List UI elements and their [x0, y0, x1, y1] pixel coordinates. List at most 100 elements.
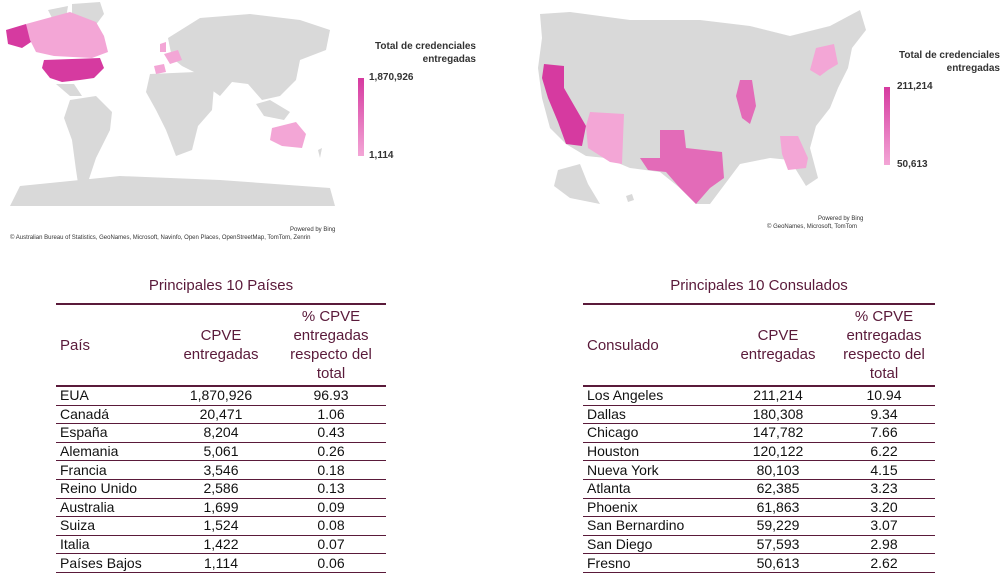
row-cpve-value: 2,586 [166, 479, 276, 499]
table-row: Nueva York 80,103 4.15 [583, 460, 935, 480]
world-legend-title: Total de credenciales entregadas [375, 41, 476, 65]
table-row: Francia 3,546 0.18 [56, 460, 386, 480]
illinois-shape [736, 80, 756, 124]
row-cpve-value: 3,546 [166, 460, 276, 480]
row-percent-value: 3.07 [833, 516, 935, 536]
row-cpve-value: 57,593 [723, 535, 833, 555]
table-row: Italia 1,422 0.07 [56, 535, 386, 555]
row-percent-value: 3.23 [833, 479, 935, 499]
row-percent-value: 3.20 [833, 498, 935, 518]
row-name: Canadá [56, 405, 166, 425]
table-row: Reino Unido 2,586 0.13 [56, 479, 386, 499]
row-percent-value: 10.94 [833, 386, 935, 406]
row-name: Italia [56, 535, 166, 555]
row-cpve-value: 62,385 [723, 479, 833, 499]
france-germany-shape [164, 50, 182, 64]
row-cpve-value: 1,524 [166, 516, 276, 536]
table-row: San Bernardino 59,229 3.07 [583, 516, 935, 536]
row-cpve-value: 20,471 [166, 405, 276, 425]
table-row: Suiza 1,524 0.08 [56, 516, 386, 536]
row-cpve-value: 211,214 [723, 386, 833, 406]
row-cpve-value: 1,422 [166, 535, 276, 555]
table-header-row: País CPVE entregadas % CPVE entregadas r… [56, 303, 386, 387]
row-name: Nueva York [583, 460, 723, 480]
row-percent-value: 2.98 [833, 535, 935, 555]
header-percent: % CPVE entregadas respecto del total [833, 303, 935, 387]
us-legend-bar [884, 87, 890, 165]
row-cpve-value: 5,061 [166, 442, 276, 462]
table-row: Atlanta 62,385 3.23 [583, 479, 935, 499]
row-cpve-value: 1,870,926 [166, 386, 276, 406]
row-name: Países Bajos [56, 553, 166, 573]
table-row: Chicago 147,782 7.66 [583, 423, 935, 443]
row-name: San Bernardino [583, 516, 723, 536]
antarctica-shape [10, 176, 335, 206]
world-attribution: © Australian Bureau of Statistics, GeoNa… [10, 235, 311, 241]
row-percent-value: 0.13 [276, 479, 386, 499]
row-percent-value: 1.06 [276, 405, 386, 425]
header-percent: % CPVE entregadas respecto del total [276, 303, 386, 387]
us-powered-by: Powered by Bing [818, 216, 864, 222]
table-row: Fresno 50,613 2.62 [583, 553, 935, 573]
world-legend-bar [358, 78, 364, 156]
table-header-row: Consulado CPVE entregadas % CPVE entrega… [583, 303, 935, 387]
arizona-shape [586, 112, 624, 164]
row-percent-value: 0.43 [276, 423, 386, 443]
row-name: Alemania [56, 442, 166, 462]
us-legend-title: Total de credenciales entregadas [899, 50, 1000, 74]
row-cpve-value: 180,308 [723, 405, 833, 425]
table-row: Los Angeles 211,214 10.94 [583, 386, 935, 406]
california-shape [542, 64, 586, 146]
africa-shape [146, 72, 214, 156]
table-row: EUA 1,870,926 96.93 [56, 386, 386, 406]
row-percent-value: 0.18 [276, 460, 386, 480]
alaska-shape [6, 24, 34, 48]
table-row: Canadá 20,471 1.06 [56, 405, 386, 425]
row-cpve-value: 8,204 [166, 423, 276, 443]
new-york-shape [810, 44, 838, 76]
australia-shape [270, 122, 306, 148]
row-cpve-value: 59,229 [723, 516, 833, 536]
row-name: Los Angeles [583, 386, 723, 406]
row-cpve-value: 50,613 [723, 553, 833, 573]
row-percent-value: 6.22 [833, 442, 935, 462]
row-cpve-value: 61,863 [723, 498, 833, 518]
row-name: Phoenix [583, 498, 723, 518]
usa-shape [42, 58, 104, 82]
table-row: San Diego 57,593 2.98 [583, 535, 935, 555]
row-cpve-value: 120,122 [723, 442, 833, 462]
row-percent-value: 0.26 [276, 442, 386, 462]
consulates-table: Consulado CPVE entregadas % CPVE entrega… [583, 303, 935, 573]
alaska-shape [554, 164, 600, 204]
header-cpve: CPVE entregadas [723, 303, 833, 387]
eurasia-shape [168, 14, 330, 100]
row-name: Australia [56, 498, 166, 518]
header-cpve: CPVE entregadas [166, 303, 276, 387]
table-row: Alemania 5,061 0.26 [56, 442, 386, 462]
world-legend-min: 1,114 [369, 150, 394, 161]
table-row: España 8,204 0.43 [56, 423, 386, 443]
row-cpve-value: 1,114 [166, 553, 276, 573]
header-consulate: Consulado [583, 303, 723, 387]
spain-shape [154, 64, 166, 74]
table-row: Houston 120,122 6.22 [583, 442, 935, 462]
row-percent-value: 96.93 [276, 386, 386, 406]
row-cpve-value: 147,782 [723, 423, 833, 443]
row-percent-value: 0.09 [276, 498, 386, 518]
row-name: Reino Unido [56, 479, 166, 499]
table-row: Países Bajos 1,114 0.06 [56, 553, 386, 573]
row-name: San Diego [583, 535, 723, 555]
row-percent-value: 0.06 [276, 553, 386, 573]
row-name: Suiza [56, 516, 166, 536]
row-name: Dallas [583, 405, 723, 425]
row-name: Fresno [583, 553, 723, 573]
row-cpve-value: 80,103 [723, 460, 833, 480]
table-row: Dallas 180,308 9.34 [583, 405, 935, 425]
uk-shape [160, 42, 166, 52]
countries-table: País CPVE entregadas % CPVE entregadas r… [56, 303, 386, 573]
row-name: Houston [583, 442, 723, 462]
table-row: Australia 1,699 0.09 [56, 498, 386, 518]
row-percent-value: 7.66 [833, 423, 935, 443]
world-map [6, 2, 335, 206]
us-attribution: © GeoNames, Microsoft, TomTom [767, 224, 857, 230]
